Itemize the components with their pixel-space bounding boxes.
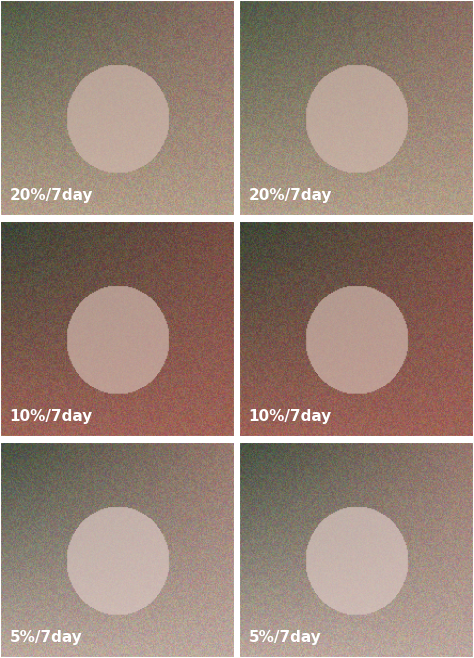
Text: 5%/7day: 5%/7day bbox=[9, 630, 82, 645]
Text: 5%/7day: 5%/7day bbox=[249, 630, 321, 645]
Text: 10%/7day: 10%/7day bbox=[9, 409, 92, 424]
Text: 20%/7day: 20%/7day bbox=[9, 188, 93, 203]
Text: 20%/7day: 20%/7day bbox=[249, 188, 332, 203]
Text: 10%/7day: 10%/7day bbox=[249, 409, 332, 424]
